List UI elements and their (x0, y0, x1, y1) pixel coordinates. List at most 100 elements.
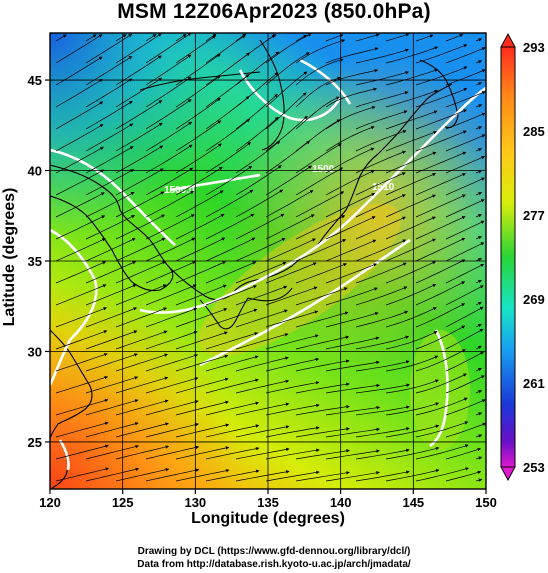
streamline (175, 261, 227, 284)
x-tick-label: 125 (112, 495, 134, 510)
streamline (355, 383, 410, 394)
x-tick-label: 120 (39, 495, 61, 510)
streamline (355, 33, 380, 42)
streamline (55, 398, 109, 416)
streamline (175, 237, 226, 262)
streamline (115, 77, 163, 108)
streamline (55, 78, 103, 108)
streamline (115, 100, 163, 130)
streamline (265, 381, 320, 394)
streamline (145, 284, 197, 306)
streamline (115, 330, 168, 350)
streamline (385, 379, 439, 394)
streamline (55, 307, 107, 328)
streamline (175, 331, 228, 350)
streamline (415, 194, 466, 218)
streamline (205, 96, 250, 130)
streamline (415, 373, 467, 394)
streamline (445, 375, 485, 394)
streamline (385, 216, 436, 240)
streamline (415, 88, 468, 108)
streamline (355, 448, 410, 460)
streamline (235, 285, 288, 306)
x-tick-label: 150 (475, 495, 497, 510)
streamline (265, 115, 308, 152)
streamline (265, 52, 310, 86)
streamline (145, 377, 199, 394)
axis-tick-labels: 120 125 130 135 140 145 150 25 30 35 40 45 (28, 73, 497, 510)
streamline (355, 71, 409, 86)
streamline (475, 126, 483, 130)
streamline (325, 47, 379, 64)
streamline (385, 261, 437, 284)
streamline (475, 323, 482, 328)
streamline (205, 213, 255, 240)
streamline (355, 150, 406, 174)
streamline (205, 118, 251, 152)
y-tick-label: 45 (28, 73, 42, 88)
streamline (265, 71, 308, 108)
streamline (445, 285, 484, 306)
streamline (475, 214, 482, 218)
streamline (145, 121, 193, 152)
streamline (235, 93, 278, 130)
streamline (205, 446, 260, 460)
streamline (355, 360, 410, 372)
streamline (385, 424, 440, 438)
streamline (475, 345, 482, 350)
streamline (205, 165, 253, 196)
streamline (265, 357, 320, 372)
streamline (445, 69, 486, 86)
streamline (295, 263, 347, 284)
colorbar-bar (500, 46, 516, 468)
streamline (415, 130, 467, 152)
streamline (385, 46, 439, 64)
x-axis-label: Longitude (degrees) (191, 510, 345, 527)
streamline (55, 146, 104, 174)
streamline (325, 239, 377, 262)
streamline (115, 399, 169, 416)
streamline (295, 167, 344, 196)
streamline (325, 449, 380, 460)
streamline (115, 33, 162, 64)
streamline (235, 425, 290, 438)
streamline (85, 330, 138, 350)
streamline (445, 328, 484, 350)
streamline (175, 166, 223, 196)
streamline (445, 242, 485, 262)
streamline (355, 194, 406, 218)
streamline (445, 177, 485, 196)
streamline (355, 427, 410, 438)
streamline (265, 310, 319, 328)
streamline (205, 33, 217, 42)
streamline (145, 261, 197, 284)
streamline (385, 468, 440, 482)
streamline (145, 237, 196, 262)
streamline (445, 91, 486, 108)
colorbar-label: 293 (523, 40, 545, 55)
streamline (205, 401, 260, 416)
streamline (115, 422, 169, 438)
streamline (55, 192, 105, 218)
streamline (385, 173, 437, 196)
streamline (415, 237, 466, 262)
streamline (325, 383, 380, 394)
streamline (235, 356, 289, 372)
streamline (385, 331, 438, 350)
streamline (55, 330, 108, 350)
streamline (325, 471, 380, 482)
streamline (355, 286, 408, 306)
streamline (55, 467, 110, 482)
x-tick-label: 130 (184, 495, 206, 510)
streamline (55, 421, 109, 438)
streamline (445, 263, 485, 284)
contours (50, 58, 486, 471)
streamline (175, 423, 230, 438)
streamline (115, 237, 166, 262)
streamline (145, 307, 198, 328)
streamline (445, 220, 485, 240)
temperature-field: 1500.0 1500 1510 (50, 33, 486, 489)
streamline (325, 68, 379, 86)
streamline (385, 194, 436, 218)
streamline (145, 33, 192, 64)
